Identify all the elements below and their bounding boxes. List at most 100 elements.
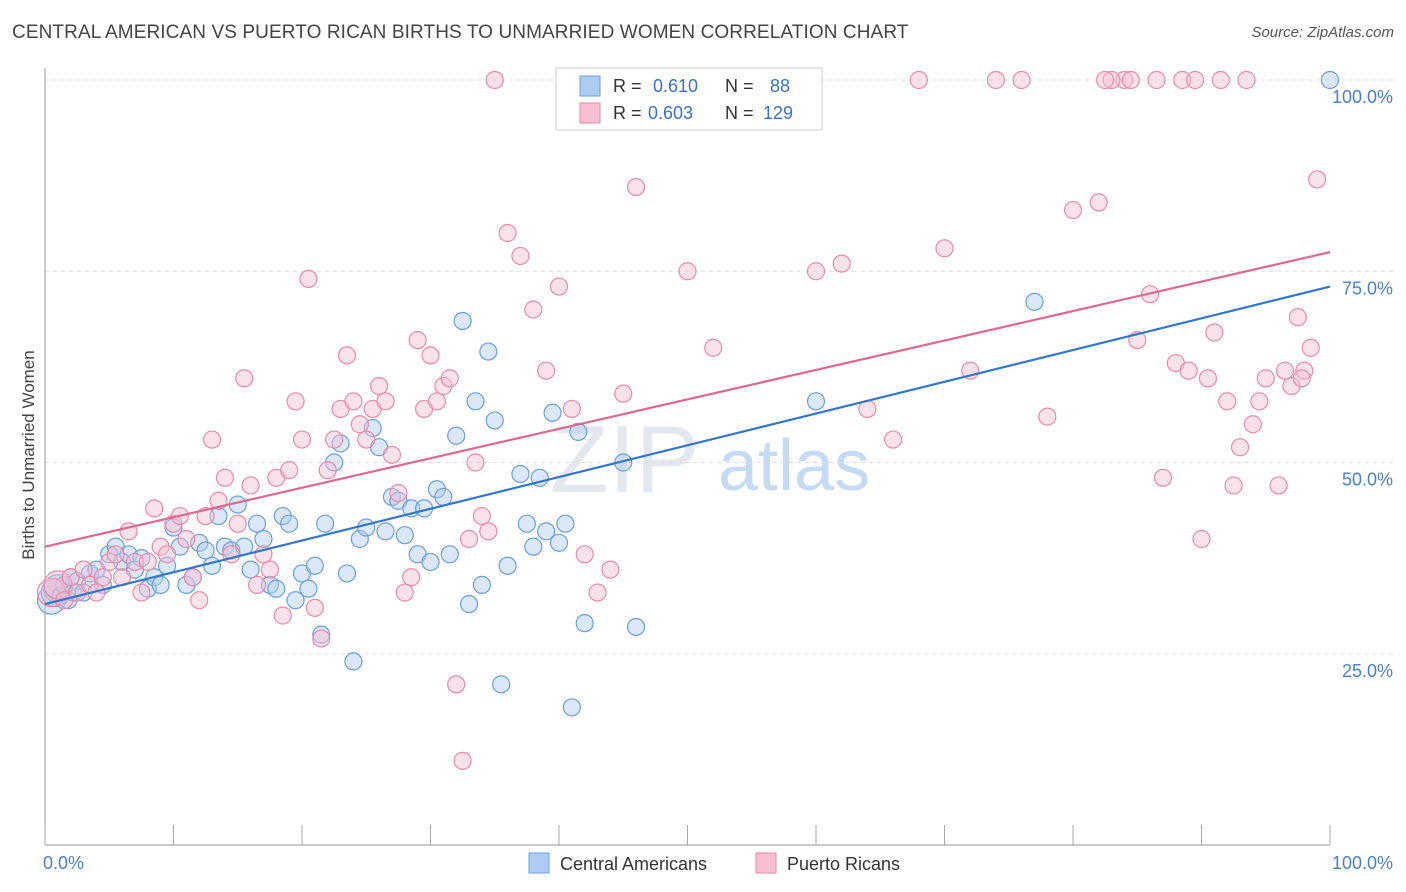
puerto-rican-point-76 [575,545,594,564]
central-american-point-81 [543,403,562,422]
central-american-point-56 [376,522,395,541]
central-american-point-53 [357,518,376,537]
puerto-rican-point-111 [1282,376,1301,396]
puerto-rican-point-59 [421,346,440,365]
central-american-point-74 [492,675,511,694]
puerto-rican-point-86 [806,262,826,281]
central-american-point-42 [286,591,305,610]
puerto-rican-point-108 [1243,415,1263,434]
puerto-rican-point-23 [190,591,209,610]
central-american-point-39 [267,579,286,598]
puerto-rican-point-127 [1275,361,1295,380]
puerto-rican-point-15 [138,552,157,572]
central-american-point-59 [395,526,414,545]
puerto-rican-point-63 [447,675,466,694]
puerto-rican-point-106 [1218,392,1237,411]
central-american-point-21 [151,575,170,595]
puerto-rican-point-87 [832,254,851,273]
puerto-rican-point-8 [93,568,112,587]
puerto-rican-point-57 [408,331,427,350]
puerto-rican-point-55 [395,583,414,602]
puerto-rican-point-112 [1288,308,1307,327]
central-american-point-44 [299,579,318,598]
puerto-rican-point-25 [202,430,222,449]
central-american-point-50 [337,564,357,583]
puerto-rican-point-43 [318,461,337,480]
central-american-point-66 [440,545,459,564]
x-tick-label-1: 100.0% [1332,853,1393,873]
puerto-rican-point-73 [537,361,556,380]
puerto-rican-point-41 [305,598,324,617]
puerto-rican-point-67 [472,506,491,526]
puerto-rican-point-64 [453,751,472,770]
central-american-point-91 [1320,70,1340,90]
puerto-rican-point-110 [1269,476,1288,495]
puerto-rican-point-124 [1211,70,1230,90]
x-tick-label-0: 0.0% [43,853,84,873]
puerto-rican-point-119 [1147,70,1166,90]
central-american-point-89 [806,392,826,411]
central-american-point-72 [479,342,498,361]
puerto-rican-point-107 [1230,438,1250,457]
series-legend-blue-label: Central Americans [560,854,707,874]
central-american-point-37 [254,529,273,549]
puerto-rican-point-69 [485,70,504,90]
central-american-point-41 [280,514,299,533]
puerto-rican-point-78 [601,560,620,579]
stats-legend-pink-n-value: 129 [763,103,793,123]
puerto-rican-point-103 [1179,361,1198,380]
puerto-rican-point-47 [344,392,363,411]
puerto-rican-point-122 [1096,70,1115,90]
puerto-rican-point-116 [1173,70,1192,90]
central-american-point-90 [1025,292,1044,311]
puerto-rican-point-74 [549,277,569,296]
y-axis-label: Births to Unmarried Women [19,350,38,559]
stats-legend-blue-n-label: N = [725,76,754,96]
puerto-rican-point-71 [511,246,530,266]
puerto-rican-point-80 [626,178,646,197]
puerto-rican-point-51 [370,376,389,396]
series-legend-pink-swatch [755,852,777,874]
puerto-rican-point-68 [479,522,498,541]
y-tick-label-0: 25.0% [1342,661,1393,681]
y-tick-label-2: 75.0% [1342,278,1393,298]
stats-legend-pink-swatch [579,102,601,124]
puerto-rican-point-29 [228,514,247,533]
puerto-rican-point-125 [1224,476,1243,495]
puerto-rican-point-126 [1250,392,1269,411]
puerto-rican-point-49 [357,430,376,449]
series-legend-blue-swatch [528,852,550,874]
puerto-rican-point-98 [1115,70,1134,90]
puerto-rican-point-10 [106,545,125,564]
central-american-point-47 [316,514,335,533]
puerto-rican-point-32 [247,575,267,595]
puerto-rican-point-94 [1012,70,1031,90]
series-legend-pink-label: Puerto Ricans [787,854,900,874]
puerto-rican-point-93 [986,70,1006,90]
puerto-rican-point-27 [215,468,234,487]
central-american-point-67 [447,426,466,445]
central-american-point-69 [459,594,479,614]
puerto-rican-point-121 [1102,70,1121,90]
puerto-rican-point-83 [704,338,723,357]
puerto-rican-point-13 [125,552,145,572]
puerto-rican-point-120 [1121,70,1140,90]
puerto-rican-point-90 [909,70,928,90]
puerto-rican-point-65 [459,529,479,549]
central-american-point-45 [305,556,324,575]
central-american-point-71 [472,575,491,595]
central-american-point-80 [537,522,556,541]
puerto-rican-point-91 [935,239,954,258]
central-american-point-63 [421,552,440,572]
central-american-point-82 [549,533,569,552]
puerto-rican-point-96 [1063,200,1083,220]
tick-label-layer: 25.0% 50.0% 75.0% 100.0% 0.0% 100.0% [43,87,1393,873]
central-american-point-46 [312,625,331,644]
central-american-point-78 [524,537,543,556]
puerto-rican-point-22 [183,568,202,587]
stats-legend-blue-r-value: 0.610 [653,76,698,96]
series-legend: Central Americans Puerto Ricans [528,852,900,874]
puerto-rican-point-52 [376,392,395,411]
puerto-rican-point-48 [350,415,369,434]
puerto-rican-point-77 [588,583,607,602]
